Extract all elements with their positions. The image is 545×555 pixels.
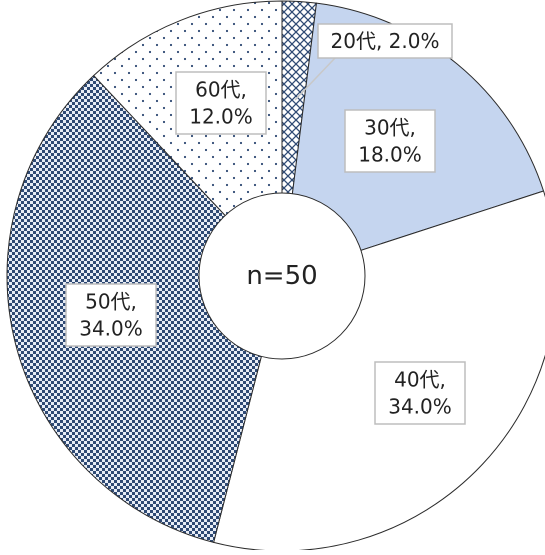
data-label-40s: 40代, [394, 368, 446, 392]
donut-hole [198, 192, 366, 360]
label-box-50s [65, 283, 157, 347]
data-label-40s: 34.0% [388, 395, 452, 419]
label-box-60s [175, 71, 267, 135]
center-label: n=50 [246, 261, 317, 291]
data-label-20s: 20代, 2.0% [331, 29, 440, 53]
labels-layer: 20代, 2.0% 30代, 18.0% 40代, 34.0% 50代, 34.0% 60代,… [65, 23, 466, 425]
data-label-60s: 60代, [195, 78, 247, 102]
data-label-30s: 30代, [364, 116, 416, 140]
label-box-20s [317, 23, 453, 59]
data-label-50s: 34.0% [79, 317, 143, 341]
label-box-40s [374, 361, 466, 425]
data-label-50s: 50代, [85, 290, 137, 314]
label-box-30s [344, 109, 436, 173]
data-label-60s: 12.0% [189, 105, 253, 129]
center-layer: n=50 [198, 192, 366, 360]
leader-line-20s [294, 57, 336, 101]
data-label-30s: 18.0% [358, 143, 422, 167]
